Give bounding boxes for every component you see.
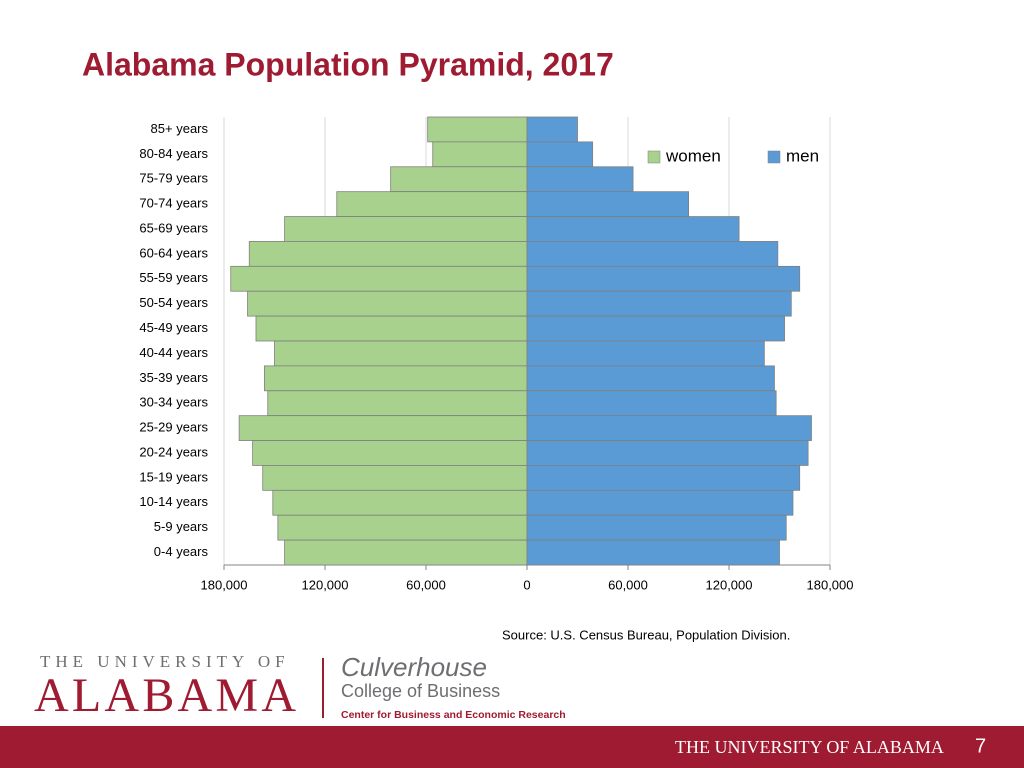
y-tick-label: 65-69 years xyxy=(139,220,208,235)
bar xyxy=(272,489,528,516)
bar xyxy=(526,141,594,168)
bar xyxy=(526,116,578,143)
y-tick-label: 10-14 years xyxy=(139,494,208,509)
college-name: Culverhouse xyxy=(341,652,487,682)
y-tick-label: 20-24 years xyxy=(139,444,208,459)
y-tick-label: 25-29 years xyxy=(139,420,208,435)
x-tick-label: 120,000 xyxy=(302,577,349,592)
bar xyxy=(267,390,528,417)
university-line: THE UNIVERSITY OF xyxy=(40,652,290,671)
bar xyxy=(390,166,528,193)
bar xyxy=(526,290,792,317)
center-name: Center for Business and Economic Researc… xyxy=(341,709,566,721)
bar xyxy=(526,315,785,342)
bar xyxy=(526,514,787,541)
bar xyxy=(526,465,801,491)
legend-label: women xyxy=(665,146,721,165)
bar xyxy=(526,365,775,392)
bar xyxy=(284,539,528,566)
bar xyxy=(230,265,528,292)
bar xyxy=(526,241,779,267)
y-tick-label: 5-9 years xyxy=(154,519,209,534)
y-tick-label: 75-79 years xyxy=(139,171,208,186)
college-line: College of Business xyxy=(341,681,500,701)
y-tick-label: 35-39 years xyxy=(139,370,208,385)
plot: 180,000 120,000 60,000 0 60,000 120,000 180,00… xyxy=(139,116,854,592)
bar xyxy=(274,340,528,367)
y-tick-label: 40-44 years xyxy=(139,345,208,360)
bar xyxy=(252,440,528,466)
x-tick-label: 120,000 xyxy=(706,577,753,592)
x-tick-label: 180,000 xyxy=(201,577,248,592)
y-tick-label: 85+ years xyxy=(151,121,209,136)
bar xyxy=(526,539,780,566)
legend-swatch xyxy=(647,150,661,164)
bar xyxy=(526,390,777,417)
legend-swatch xyxy=(767,150,781,164)
legend-label: men xyxy=(786,146,819,165)
page-number: 7 xyxy=(975,735,986,757)
y-tick-label: 70-74 years xyxy=(139,196,208,211)
bar xyxy=(526,340,765,367)
x-tick-label: 0 xyxy=(523,577,530,592)
bar xyxy=(526,415,812,441)
bar xyxy=(336,191,528,217)
bar xyxy=(526,191,690,217)
bar xyxy=(247,290,528,317)
bar xyxy=(526,440,809,466)
footer-banner xyxy=(0,726,1024,768)
y-tick-label: 45-49 years xyxy=(139,320,208,335)
bar xyxy=(284,216,528,242)
chart-title: Alabama Population Pyramid, 2017 xyxy=(82,46,614,82)
bar xyxy=(238,415,528,441)
y-tick-label: 50-54 years xyxy=(139,295,208,310)
y-tick-label: 55-59 years xyxy=(139,270,208,285)
x-tick-label: 60,000 xyxy=(406,577,446,592)
bar xyxy=(526,489,794,516)
bar xyxy=(526,166,634,193)
bar xyxy=(427,116,528,143)
y-tick-label: 80-84 years xyxy=(139,146,208,161)
bar xyxy=(255,315,528,342)
y-tick-label: 60-64 years xyxy=(139,245,208,260)
bar xyxy=(263,365,528,392)
university-name: ALABAMA xyxy=(34,669,296,722)
bar xyxy=(248,241,528,267)
bar xyxy=(526,216,740,242)
banner-text: THE UNIVERSITY OF ALABAMA xyxy=(675,737,944,757)
y-tick-label: 15-19 years xyxy=(139,469,208,484)
source-note: Source: U.S. Census Bureau, Population D… xyxy=(502,627,790,642)
y-tick-label: 30-34 years xyxy=(139,395,208,410)
bar xyxy=(277,514,528,541)
bar xyxy=(432,141,528,168)
bar xyxy=(262,465,528,491)
x-tick-label: 180,000 xyxy=(807,577,854,592)
bar xyxy=(526,265,801,292)
y-tick-label: 0-4 years xyxy=(154,544,209,559)
x-tick-label: 60,000 xyxy=(608,577,648,592)
